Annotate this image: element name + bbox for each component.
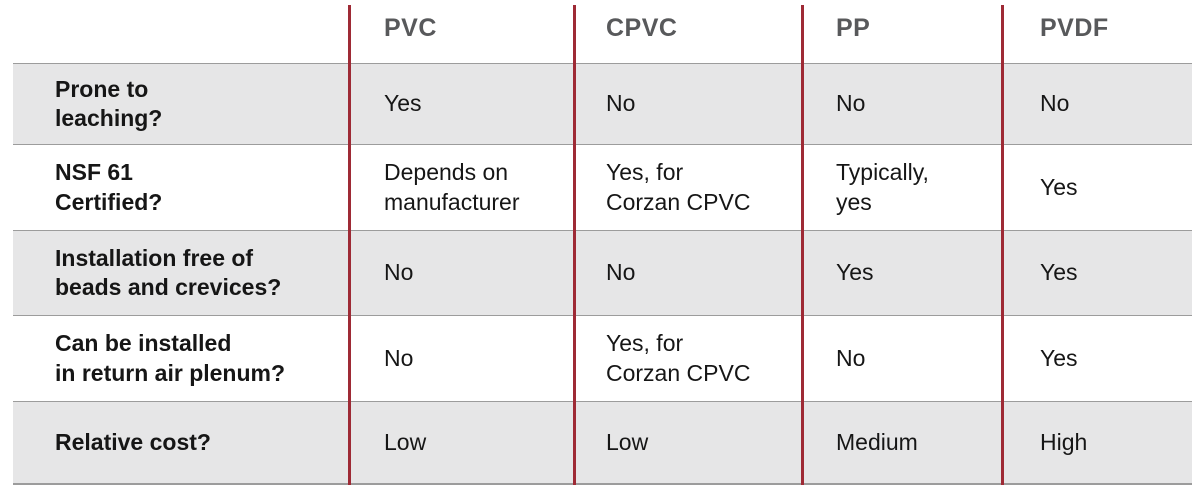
cell-cpvc: Yes, for Corzan CPVC (606, 330, 751, 386)
cell-pvc: Depends on manufacturer (384, 159, 520, 215)
cell-cpvc: Yes, for Corzan CPVC (606, 159, 751, 215)
column-divider-line (1001, 5, 1004, 485)
column-divider-line (573, 5, 576, 485)
cell-pvdf: No (1040, 90, 1070, 117)
cell-cpvc: No (606, 90, 636, 117)
cell-pp: Typically, yes (836, 159, 929, 215)
material-comparison-table: PVC CPVC PP PVDF Prone to leaching? Yes … (13, 0, 1192, 485)
table-row-relative-cost: Relative cost? Low Low Medium High (13, 401, 1192, 485)
header-spacer (13, 0, 348, 63)
cell-pp: Yes (836, 259, 874, 286)
cell-pp: No (836, 90, 866, 117)
cell-pvdf: Yes (1040, 259, 1078, 286)
row-label: Prone to leaching? (55, 75, 163, 131)
column-header-pvdf: PVDF (1040, 14, 1109, 42)
cell-pvdf: High (1040, 428, 1088, 455)
column-header-pp: PP (836, 14, 871, 42)
cell-pvdf: Yes (1040, 344, 1078, 371)
table-row-installation: Installation free of beads and crevices?… (13, 230, 1192, 316)
column-header-pvc: PVC (384, 14, 437, 42)
column-divider-line (348, 5, 351, 485)
row-label: Can be installed in return air plenum? (55, 330, 286, 386)
column-header-cpvc: CPVC (606, 14, 678, 42)
table-row-nsf61: NSF 61 Certified? Depends on manufacture… (13, 145, 1192, 230)
cell-pvc: Low (384, 428, 427, 455)
cell-pvdf: Yes (1040, 173, 1078, 200)
row-label: Relative cost? (55, 428, 211, 455)
cell-pvc: No (384, 259, 414, 286)
cell-pvc: Yes (384, 90, 422, 117)
cell-pp: Medium (836, 428, 918, 455)
cell-cpvc: No (606, 259, 636, 286)
cell-cpvc: Low (606, 428, 649, 455)
table-row-leaching: Prone to leaching? Yes No No No (13, 63, 1192, 145)
row-label: Installation free of beads and crevices? (55, 244, 282, 300)
table-row-air-plenum: Can be installed in return air plenum? N… (13, 316, 1192, 401)
cell-pp: No (836, 344, 866, 371)
cell-pvc: No (384, 344, 414, 371)
column-divider-line (801, 5, 804, 485)
row-label: NSF 61 Certified? (55, 159, 163, 215)
header-row: PVC CPVC PP PVDF (13, 0, 1192, 63)
